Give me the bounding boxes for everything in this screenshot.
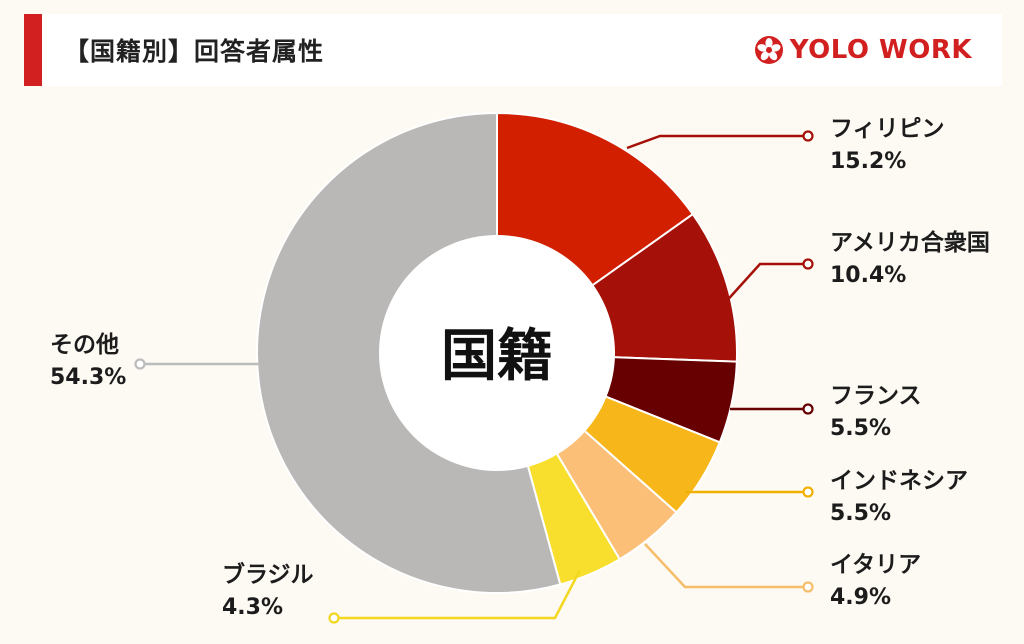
slice-value-1: 10.4% (830, 263, 906, 288)
slice-value-0: 15.2% (830, 149, 906, 174)
leader-line-5 (334, 569, 582, 620)
slice-value-5: 4.3% (222, 595, 283, 620)
slice-value-6: 54.3% (50, 365, 126, 390)
leader-dot-0 (802, 130, 814, 142)
leader-dot-5 (328, 612, 340, 624)
slice-label-6: その他 (50, 332, 119, 358)
slice-value-3: 5.5% (830, 501, 891, 526)
leader-dot-1 (802, 258, 814, 270)
leader-line-4 (644, 543, 808, 589)
slice-label-3: インドネシア (830, 468, 968, 494)
sakura-logo-icon (754, 36, 783, 64)
slice-value-2: 5.5% (830, 416, 891, 441)
donut-hole (379, 235, 615, 471)
slice-label-0: フィリピン (830, 116, 945, 142)
center-label: 国籍 (441, 324, 553, 389)
logo-text: YOLO WORK (789, 35, 972, 65)
page-title: 【国籍別】回答者属性 (64, 37, 325, 66)
leader-dot-3 (802, 486, 814, 498)
slice-labels: フィリピン 15.2% アメリカ合衆国 10.4% フランス 5.5% インドネシア 5.5%… (50, 116, 990, 620)
slice-label-2: フランス (830, 383, 922, 409)
leader-dot-2 (802, 403, 814, 415)
slice-label-5: ブラジル (222, 561, 314, 588)
slice-label-4: イタリア (830, 552, 921, 578)
header-bar: 【国籍別】回答者属性 YOLO WORK (24, 14, 1002, 86)
slice-value-4: 4.9% (830, 585, 891, 610)
brand-logo: YOLO WORK (754, 34, 972, 66)
leader-dot-6 (134, 358, 146, 370)
label-leader-lines (134, 130, 814, 624)
leader-line-0 (626, 134, 808, 150)
leader-line-1 (722, 262, 808, 306)
leader-dot-4 (802, 581, 814, 593)
header-accent-bar (24, 14, 42, 86)
slice-label-1: アメリカ合衆国 (830, 229, 990, 256)
